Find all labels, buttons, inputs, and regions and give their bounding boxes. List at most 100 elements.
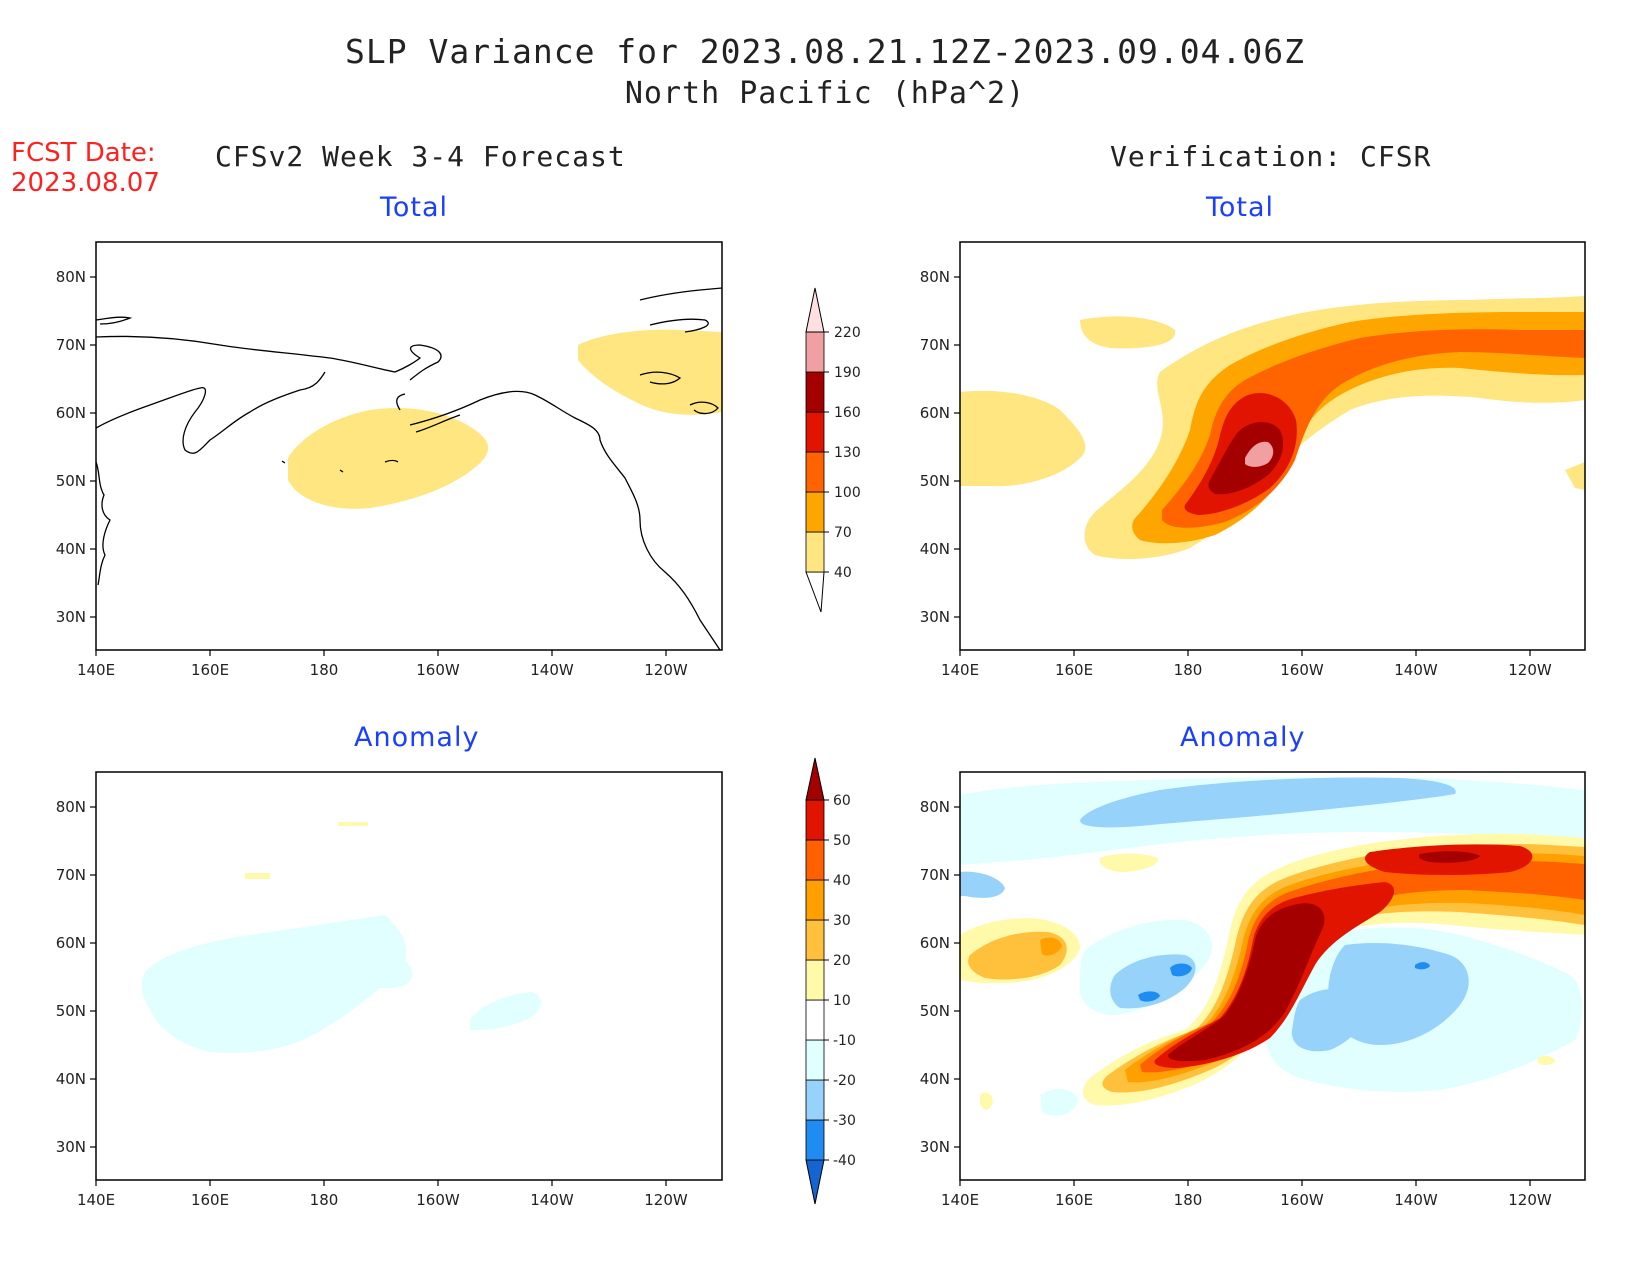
fc-total-frame xyxy=(95,241,723,651)
fc-anomaly-lat-label: 30N xyxy=(56,1138,86,1156)
fc-total-title: Total xyxy=(380,192,449,223)
colorbar-anomaly-label: 60 xyxy=(833,793,851,809)
vf-anomaly-lat-label: 30N xyxy=(920,1138,950,1156)
colorbar-total-label: 190 xyxy=(834,365,861,381)
colorbar-anomaly-box xyxy=(805,1079,825,1121)
colorbar-anomaly-label: 50 xyxy=(833,833,851,849)
vf-total-shading xyxy=(960,296,1585,560)
colorbar-total-label: 130 xyxy=(834,445,861,461)
vf-total-lat-label: 40N xyxy=(920,540,950,558)
fc-total-lat-label: 40N xyxy=(56,540,86,558)
fc-anom-pos10-a xyxy=(338,822,368,826)
fc-anomaly-lat-label: 70N xyxy=(56,866,86,884)
colorbar-total-box xyxy=(805,531,825,573)
fcst-date-label: FCST Date: xyxy=(11,138,156,168)
vf-total-frame xyxy=(959,241,1586,651)
vf-anom-neg30-east xyxy=(1415,962,1430,970)
vf-anom-neg30-mid xyxy=(1170,963,1192,977)
fc-anomaly-lat-label: 50N xyxy=(56,1002,86,1020)
colorbar-total-box xyxy=(805,371,825,413)
colorbar-anomaly-label: -10 xyxy=(833,1033,856,1049)
fc-total-lon-label: 180 xyxy=(310,661,339,679)
vf-anomaly-lon-label: 120W xyxy=(1508,1191,1552,1209)
fc-anomaly-shading xyxy=(141,822,542,1053)
colorbar-total-upper-tail xyxy=(805,287,825,333)
colorbar-anomaly-label: 10 xyxy=(833,993,851,1009)
vf-total-lat-label: 60N xyxy=(920,404,950,422)
fc-anomaly-lon-label: 140W xyxy=(530,1191,574,1209)
vf-total-lat-label: 80N xyxy=(920,268,950,286)
fc-total-lat-label: 60N xyxy=(56,404,86,422)
colorbar-total-label: 100 xyxy=(834,485,861,501)
fc-anomaly-title: Anomaly xyxy=(354,722,480,753)
colorbar-anomaly-box xyxy=(805,1119,825,1161)
main-subtitle: North Pacific (hPa^2) xyxy=(624,76,1026,111)
vf-anom-neg30-mid2 xyxy=(1138,991,1160,1002)
vf-anomaly-lat-label: 40N xyxy=(920,1070,950,1088)
vf-total-40-west xyxy=(960,390,1086,487)
vf-anomaly-title: Anomaly xyxy=(1180,722,1306,753)
vf-anom-neg20-east2 xyxy=(1291,988,1366,1052)
fcst-date-value: 2023.08.07 xyxy=(11,168,160,198)
colorbar-total-label: 220 xyxy=(834,325,861,341)
fc-total-lat-label: 30N xyxy=(56,608,86,626)
vf-anomaly-lon-label: 180 xyxy=(1174,1191,1203,1209)
colorbar-anomaly-label: 30 xyxy=(833,913,851,929)
fc-anomaly-lon-label: 160W xyxy=(416,1191,460,1209)
vf-total-lat-label: 70N xyxy=(920,336,950,354)
colorbar-anomaly-box xyxy=(805,879,825,921)
colorbar-anomaly-box xyxy=(805,999,825,1041)
vf-anomaly-lon-label: 140W xyxy=(1394,1191,1438,1209)
vf-total-40-w2 xyxy=(1080,316,1176,349)
vf-total-lon-label: 160W xyxy=(1280,661,1324,679)
vf-anom-neg20-north xyxy=(1080,777,1456,828)
vf-total-lat-label: 50N xyxy=(920,472,950,490)
vf-total-title: Total xyxy=(1206,192,1275,223)
colorbar-anomaly-box xyxy=(805,799,825,841)
fc-anomaly-frame xyxy=(95,771,723,1181)
vf-anomaly-lon-label: 160E xyxy=(1055,1191,1093,1209)
vf-total-lon-label: 120W xyxy=(1508,661,1552,679)
colorbar-anomaly-box xyxy=(805,959,825,1001)
colorbar-total: 40 70 100 130 160 190 220 xyxy=(805,287,861,613)
vf-anom-pos30-west xyxy=(1040,937,1062,956)
colorbar-total-box xyxy=(805,451,825,493)
colorbar-anomaly-box xyxy=(805,919,825,961)
colorbar-total-box xyxy=(805,411,825,453)
axis-labels: 140E 160E 180 160W 140W 120W 80N 70N 60N 50N 40N 30… xyxy=(56,268,1552,1209)
colorbar-anomaly-label: 20 xyxy=(833,953,851,969)
colorbar-anomaly-lower-tail xyxy=(805,1159,825,1205)
fc-anomaly-lon-label: 120W xyxy=(644,1191,688,1209)
vf-anom-pos10-sw xyxy=(980,1092,993,1110)
colorbar-anomaly-label: -30 xyxy=(833,1113,856,1129)
vf-total-lon-label: 140E xyxy=(941,661,979,679)
vf-anom-neg20-west xyxy=(960,871,1005,898)
fc-anom-neg10 xyxy=(141,915,413,1053)
vf-anomaly-lat-label: 60N xyxy=(920,934,950,952)
fc-anomaly-lon-label: 160E xyxy=(191,1191,229,1209)
fc-total-lat-label: 50N xyxy=(56,472,86,490)
colorbar-anomaly-label: -40 xyxy=(833,1153,856,1169)
vf-total-lon-label: 180 xyxy=(1174,661,1203,679)
vf-total-190 xyxy=(1245,441,1274,467)
fc-anomaly-lat-label: 60N xyxy=(56,934,86,952)
vf-total-lat-label: 30N xyxy=(920,608,950,626)
fc-anom-pos10-b xyxy=(245,873,270,879)
colorbar-total-label: 40 xyxy=(834,565,852,581)
verification-column-header: Verification: CFSR xyxy=(1110,140,1432,173)
colorbar-anomaly-label: -20 xyxy=(833,1073,856,1089)
main-title: SLP Variance for 2023.08.21.12Z-2023.09.… xyxy=(345,32,1305,71)
fc-total-lon-label: 140W xyxy=(530,661,574,679)
vf-anom-neg10-sw xyxy=(1040,1088,1078,1116)
vf-anom-pos10-nw xyxy=(1099,853,1159,872)
fc-total-lat-label: 80N xyxy=(56,268,86,286)
fc-anom-neg10-b xyxy=(470,992,542,1030)
colorbar-total-box xyxy=(805,491,825,533)
vf-total-lon-label: 140W xyxy=(1394,661,1438,679)
vf-anomaly-lon-label: 140E xyxy=(941,1191,979,1209)
fc-total-lon-label: 160W xyxy=(416,661,460,679)
vf-anom-pos60 xyxy=(1168,903,1325,1062)
colorbar-total-label: 70 xyxy=(834,525,852,541)
fc-anomaly-lat-label: 80N xyxy=(56,798,86,816)
colorbar-total-lower-tail xyxy=(805,571,825,613)
